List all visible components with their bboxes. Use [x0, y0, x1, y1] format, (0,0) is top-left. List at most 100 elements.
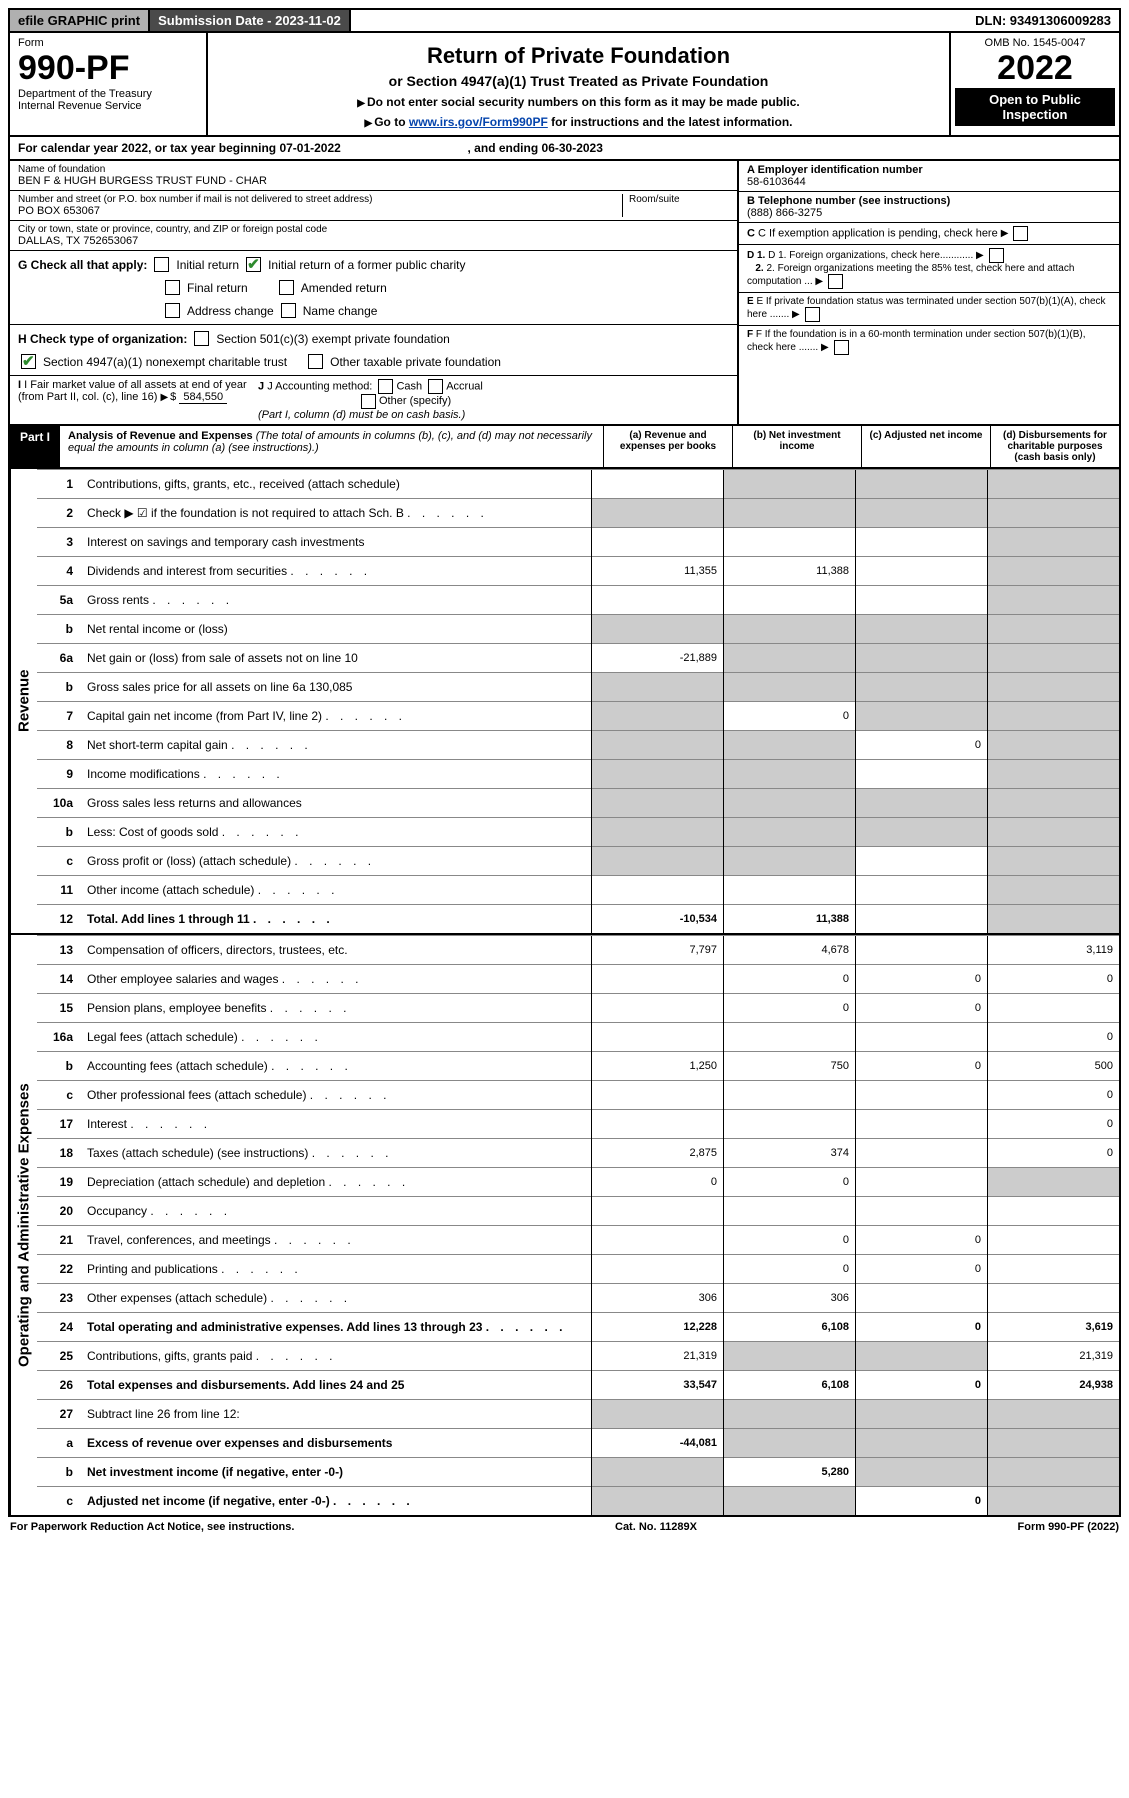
table-row: bLess: Cost of goods sold . . . . . .: [37, 818, 1119, 847]
fmv-value: 584,550: [179, 391, 227, 404]
table-row: bNet investment income (if negative, ent…: [37, 1458, 1119, 1487]
footer-right: Form 990-PF (2022): [1018, 1521, 1120, 1533]
checkbox-initial[interactable]: [154, 257, 169, 272]
table-row: bAccounting fees (attach schedule) . . .…: [37, 1052, 1119, 1081]
table-row: 23Other expenses (attach schedule) . . .…: [37, 1284, 1119, 1313]
checkbox-d2[interactable]: [828, 274, 843, 289]
table-row: 8Net short-term capital gain . . . . . .…: [37, 731, 1119, 760]
foundation-address: PO BOX 653067: [18, 205, 622, 217]
footer-left: For Paperwork Reduction Act Notice, see …: [10, 1521, 294, 1533]
col-c-head: (c) Adjusted net income: [861, 426, 990, 467]
col-a-head: (a) Revenue and expenses per books: [603, 426, 732, 467]
checkbox-address[interactable]: [165, 303, 180, 318]
table-row: 3Interest on savings and temporary cash …: [37, 528, 1119, 557]
table-row: 17Interest . . . . . .0: [37, 1110, 1119, 1139]
efile-label: efile GRAPHIC print: [10, 10, 150, 31]
table-row: 16aLegal fees (attach schedule) . . . . …: [37, 1023, 1119, 1052]
city-cell: City or town, state or province, country…: [10, 221, 737, 251]
form-header: Form 990-PF Department of the Treasury I…: [8, 33, 1121, 137]
instr-2: Go to www.irs.gov/Form990PF for instruct…: [220, 115, 937, 129]
irs-link[interactable]: www.irs.gov/Form990PF: [409, 115, 548, 129]
info-right: A Employer identification number 58-6103…: [739, 161, 1119, 424]
form-number: 990-PF: [18, 49, 198, 88]
table-row: 9Income modifications . . . . . .: [37, 760, 1119, 789]
dept-label: Department of the Treasury: [18, 88, 198, 100]
table-row: 15Pension plans, employee benefits . . .…: [37, 994, 1119, 1023]
page-footer: For Paperwork Reduction Act Notice, see …: [8, 1517, 1121, 1533]
checkbox-accrual[interactable]: [428, 379, 443, 394]
ein-value: 58-6103644: [747, 176, 806, 188]
ein-cell: A Employer identification number 58-6103…: [739, 161, 1119, 192]
part1-header-row: Part I Analysis of Revenue and Expenses …: [8, 426, 1121, 469]
checkbox-f[interactable]: [834, 340, 849, 355]
checkbox-other-tax[interactable]: [308, 354, 323, 369]
expenses-section: Operating and Administrative Expenses 13…: [8, 935, 1121, 1517]
checkbox-501c3[interactable]: [194, 331, 209, 346]
part1-label: Part I: [10, 426, 60, 467]
header-right: OMB No. 1545-0047 2022 Open to Public In…: [951, 33, 1119, 135]
table-row: 13Compensation of officers, directors, t…: [37, 936, 1119, 965]
info-grid: Name of foundation BEN F & HUGH BURGESS …: [8, 161, 1121, 426]
checkbox-4947[interactable]: [21, 354, 36, 369]
table-row: aExcess of revenue over expenses and dis…: [37, 1429, 1119, 1458]
table-row: bGross sales price for all assets on lin…: [37, 673, 1119, 702]
submission-date: Submission Date - 2023-11-02: [150, 10, 351, 31]
table-row: cOther professional fees (attach schedul…: [37, 1081, 1119, 1110]
table-row: 1Contributions, gifts, grants, etc., rec…: [37, 470, 1119, 499]
table-row: cGross profit or (loss) (attach schedule…: [37, 847, 1119, 876]
checkbox-amended[interactable]: [279, 280, 294, 295]
checkbox-initial-former[interactable]: [246, 257, 261, 272]
table-row: 26Total expenses and disbursements. Add …: [37, 1371, 1119, 1400]
checkbox-c[interactable]: [1013, 226, 1028, 241]
table-row: 14Other employee salaries and wages . . …: [37, 965, 1119, 994]
table-row: 7Capital gain net income (from Part IV, …: [37, 702, 1119, 731]
foundation-city: DALLAS, TX 752653067: [18, 235, 729, 247]
table-row: cAdjusted net income (if negative, enter…: [37, 1487, 1119, 1516]
foundation-name: BEN F & HUGH BURGESS TRUST FUND - CHAR: [18, 175, 729, 187]
part1-desc: Analysis of Revenue and Expenses (The to…: [60, 426, 603, 467]
instr-1: Do not enter social security numbers on …: [220, 95, 937, 109]
table-row: 10aGross sales less returns and allowanc…: [37, 789, 1119, 818]
table-row: 4Dividends and interest from securities …: [37, 557, 1119, 586]
table-row: 12Total. Add lines 1 through 11 . . . . …: [37, 905, 1119, 934]
col-b-head: (b) Net investment income: [732, 426, 861, 467]
revenue-table: 1Contributions, gifts, grants, etc., rec…: [37, 469, 1119, 933]
form-label: Form: [18, 37, 198, 49]
table-row: 25Contributions, gifts, grants paid . . …: [37, 1342, 1119, 1371]
table-row: 11Other income (attach schedule) . . . .…: [37, 876, 1119, 905]
table-row: 19Depreciation (attach schedule) and dep…: [37, 1168, 1119, 1197]
dln-label: DLN: 93491306009283: [967, 10, 1119, 31]
checkbox-cash[interactable]: [378, 379, 393, 394]
expenses-side-label: Operating and Administrative Expenses: [10, 935, 37, 1515]
room-label: Room/suite: [629, 194, 729, 205]
expenses-table: 13Compensation of officers, directors, t…: [37, 935, 1119, 1515]
address-cell: Number and street (or P.O. box number if…: [10, 191, 737, 221]
checkbox-d1[interactable]: [989, 248, 1004, 263]
info-left: Name of foundation BEN F & HUGH BURGESS …: [10, 161, 739, 424]
checkbox-e[interactable]: [805, 307, 820, 322]
col-d-head: (d) Disbursements for charitable purpose…: [990, 426, 1119, 467]
table-row: 27Subtract line 26 from line 12:: [37, 1400, 1119, 1429]
open-public-label: Open to Public Inspection: [955, 88, 1115, 126]
calendar-year-row: For calendar year 2022, or tax year begi…: [8, 137, 1121, 161]
table-row: 20Occupancy . . . . . .: [37, 1197, 1119, 1226]
table-row: 21Travel, conferences, and meetings . . …: [37, 1226, 1119, 1255]
phone-cell: B Telephone number (see instructions) (8…: [739, 192, 1119, 223]
tax-year: 2022: [955, 49, 1115, 88]
foundation-name-cell: Name of foundation BEN F & HUGH BURGESS …: [10, 161, 737, 191]
d-cell: D 1. D 1. Foreign organizations, check h…: [739, 245, 1119, 293]
revenue-side-label: Revenue: [10, 469, 37, 933]
top-bar: efile GRAPHIC print Submission Date - 20…: [8, 8, 1121, 33]
checkbox-name[interactable]: [281, 303, 296, 318]
f-cell: F F If the foundation is in a 60-month t…: [739, 326, 1119, 358]
revenue-section: Revenue 1Contributions, gifts, grants, e…: [8, 469, 1121, 935]
footer-mid: Cat. No. 11289X: [615, 1521, 697, 1533]
checkbox-final[interactable]: [165, 280, 180, 295]
g-checks: G Check all that apply: Initial return I…: [10, 251, 737, 325]
omb-label: OMB No. 1545-0047: [955, 37, 1115, 49]
table-row: 6aNet gain or (loss) from sale of assets…: [37, 644, 1119, 673]
table-row: 24Total operating and administrative exp…: [37, 1313, 1119, 1342]
table-row: 2Check ▶ ☑ if the foundation is not requ…: [37, 499, 1119, 528]
checkbox-other-method[interactable]: [361, 394, 376, 409]
c-cell: C C If exemption application is pending,…: [739, 223, 1119, 245]
